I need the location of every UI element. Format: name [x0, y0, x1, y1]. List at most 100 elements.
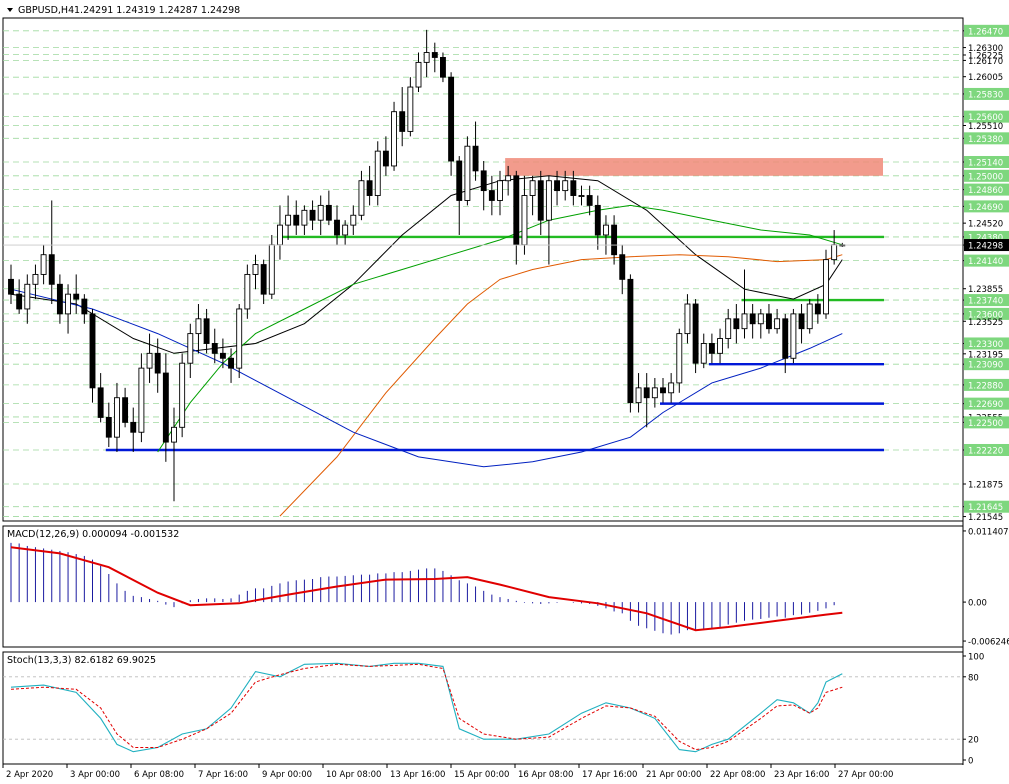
candle-body: [440, 57, 446, 78]
price-label-highlight: [964, 397, 1009, 410]
candle-body: [692, 303, 699, 364]
candle-body: [228, 357, 235, 369]
price-label-highlight: [964, 200, 1009, 213]
candle-body: [122, 397, 129, 423]
price-tick-label: 1.21875: [968, 481, 1003, 491]
price-label-highlight: [964, 307, 1009, 320]
candle-body: [16, 293, 23, 310]
candle-body: [586, 195, 593, 206]
time-tick-label: 27 Apr 00:00: [838, 770, 893, 780]
candle-body: [684, 303, 691, 335]
candle-body: [24, 283, 31, 310]
candle-body: [8, 278, 14, 295]
candle-body: [342, 224, 349, 236]
price-tick-label: 1.23740: [968, 297, 1003, 307]
price-label-highlight: [964, 358, 1009, 371]
candle-body: [252, 264, 259, 275]
time-tick-label: 3 Apr 00:00: [70, 770, 120, 780]
price-tick-label: 1.25140: [968, 158, 1003, 168]
candle-body: [456, 160, 463, 201]
price-tick-label: 1.24520: [968, 220, 1003, 230]
symbol-dropdown-icon[interactable]: [7, 8, 13, 12]
candle-body: [619, 254, 626, 280]
candle-body: [203, 318, 210, 344]
stoch-label: Stoch(13,3,3) 82.6182 69.9025: [7, 655, 156, 666]
time-tick-label: 15 Apr 00:00: [454, 770, 509, 780]
candle-body: [529, 180, 536, 196]
panel-frame: [2, 525, 964, 648]
candle-body: [399, 111, 406, 132]
candle-body: [268, 244, 275, 295]
moving-average-line: [279, 254, 843, 517]
price-label-highlight: [964, 110, 1009, 123]
candle-body: [65, 293, 72, 315]
candle-body: [635, 387, 642, 404]
candle-body: [138, 367, 145, 433]
candle-body: [480, 170, 487, 192]
price-label-highlight: [964, 378, 1009, 391]
candle-body: [660, 387, 666, 394]
candle-body: [219, 352, 226, 359]
price-tick-label: 1.22500: [968, 419, 1003, 429]
stoch-tick-label: 0: [968, 757, 973, 767]
price-tick-label: 1.26005: [968, 73, 1003, 83]
price-tick-label: 1.22880: [968, 381, 1003, 391]
candle-body: [488, 190, 495, 201]
candle-body: [244, 273, 251, 310]
time-axis: 2 Apr 2020 3 Apr 00:00 6 Apr 08:00 7 Apr 16…: [2, 18, 964, 780]
candle-body: [358, 180, 365, 216]
current-price-badge: [964, 239, 1009, 252]
price-tick-label: 1.23195: [968, 350, 1003, 360]
candle-body: [823, 259, 829, 315]
candle-body: [301, 209, 308, 226]
candle-body: [113, 397, 120, 438]
price-tick-label: 1.26170: [968, 57, 1003, 67]
macd-label: MACD(12,26,9) 0.000094 -0.001532: [7, 529, 179, 540]
candle-body: [366, 180, 373, 196]
price-label-highlight: [964, 500, 1009, 513]
candle-body: [708, 343, 715, 354]
candle-body: [48, 254, 55, 285]
candle-body: [350, 214, 357, 226]
candle-body: [236, 308, 243, 369]
stochastic-panel: 100 80 20 0: [2, 651, 984, 767]
candle-body: [717, 338, 723, 354]
candle-body: [464, 145, 471, 201]
price-tick-label: 1.21645: [968, 503, 1003, 513]
price-tick-label: 1.25830: [968, 90, 1003, 100]
macd-tick-label: -0.006246: [968, 638, 1009, 648]
panel-frame: [2, 17, 964, 522]
candle-body: [179, 362, 186, 428]
candle-body: [782, 318, 789, 359]
price-tick-label: 1.25510: [968, 122, 1003, 132]
candle-body: [260, 264, 267, 295]
price-tick-label: 1.24690: [968, 203, 1003, 213]
price-label-highlight: [964, 183, 1009, 196]
price-label-highlight: [964, 254, 1009, 267]
candle-body: [382, 150, 389, 167]
price-tick-label: 1.24860: [968, 186, 1003, 196]
price-tick-label: 1.24140: [968, 257, 1003, 267]
panel-frame: [2, 651, 964, 765]
candle-body: [741, 313, 748, 330]
candle-body: [130, 421, 137, 433]
price-tick-label: 1.23855: [968, 285, 1003, 295]
price-tick-label: 1.23600: [968, 310, 1003, 320]
price-tick-label: 1.26470: [968, 27, 1003, 37]
candle-body: [537, 180, 544, 221]
candle-body: [97, 387, 104, 418]
price-label-highlight: [964, 443, 1009, 456]
candle-body: [700, 343, 707, 364]
candle-body: [733, 318, 740, 330]
candle-body: [554, 180, 560, 192]
candle-body: [154, 352, 161, 374]
candle-body: [374, 150, 381, 196]
price-label-highlight: [964, 337, 1009, 350]
candle-body: [570, 180, 577, 196]
time-tick-label: 2 Apr 2020: [6, 770, 53, 780]
price-label-highlight: [964, 132, 1009, 145]
time-tick-label: 16 Apr 08:00: [518, 770, 573, 780]
price-label-highlight: [964, 416, 1009, 429]
candle-body: [40, 254, 47, 275]
stoch-signal-line: [10, 663, 843, 751]
